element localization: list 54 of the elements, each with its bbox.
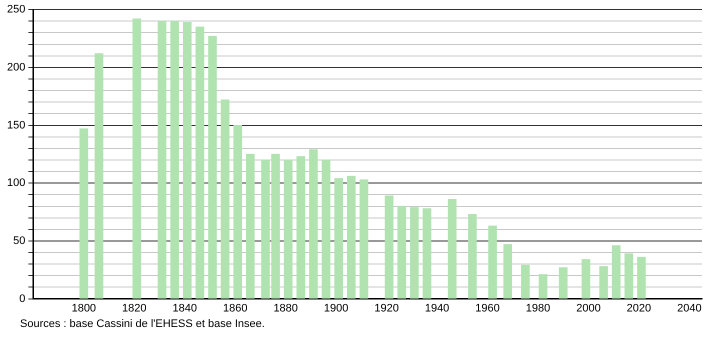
source-note: Sources : base Cassini de l'EHESS et base Insee.: [20, 318, 265, 330]
x-tick-label: 1920: [374, 302, 399, 314]
bar: [94, 53, 104, 299]
x-tick-label: 1860: [222, 302, 248, 314]
y-tick-label: 200: [6, 61, 26, 74]
bar: [196, 26, 204, 299]
x-tick-label: 1840: [172, 302, 197, 314]
bar: [582, 259, 590, 299]
bar: [410, 207, 419, 299]
x-tick-label: 2020: [626, 302, 652, 314]
bar: [220, 100, 230, 299]
x-tick-label: 1980: [526, 302, 550, 314]
bar: [422, 208, 432, 299]
bar: [309, 149, 318, 299]
y-tick-label: 50: [13, 234, 26, 247]
bar: [79, 128, 88, 299]
bar: [360, 179, 368, 299]
bar: [637, 256, 646, 299]
bar: [346, 176, 356, 299]
y-tick-label: 0: [19, 292, 26, 305]
bar: [322, 160, 330, 299]
bar: [132, 18, 142, 299]
bar: [612, 245, 621, 299]
y-tick-label: 250: [6, 4, 26, 16]
x-tick-label: 2040: [677, 302, 702, 314]
bar: [284, 160, 293, 299]
y-tick-label: 150: [6, 119, 26, 132]
bar: [397, 206, 406, 299]
bar: [334, 178, 343, 299]
bar: [233, 124, 242, 299]
bar: [599, 266, 608, 299]
bar: [558, 267, 568, 299]
x-tick-label: 1900: [324, 302, 348, 314]
bar: [182, 22, 192, 299]
bar: [468, 214, 477, 299]
bar: [246, 154, 255, 299]
y-tick-label: 100: [6, 177, 26, 190]
bar: [624, 253, 634, 299]
bar: [538, 274, 548, 299]
x-tick-label: 2000: [576, 302, 601, 314]
bar: [158, 20, 166, 299]
bar: [384, 196, 394, 299]
bar: [521, 264, 530, 299]
bar: [208, 36, 217, 299]
x-tick-label: 1940: [424, 302, 450, 314]
bar: [503, 244, 512, 299]
bar: [488, 226, 497, 299]
bar: [170, 20, 179, 299]
x-tick-label: 1880: [273, 302, 298, 314]
bar: [296, 156, 306, 299]
bar: [448, 198, 457, 299]
x-tick-label: 1820: [122, 302, 147, 314]
x-tick-label: 1800: [72, 302, 96, 314]
x-tick-label: 1960: [475, 302, 500, 314]
